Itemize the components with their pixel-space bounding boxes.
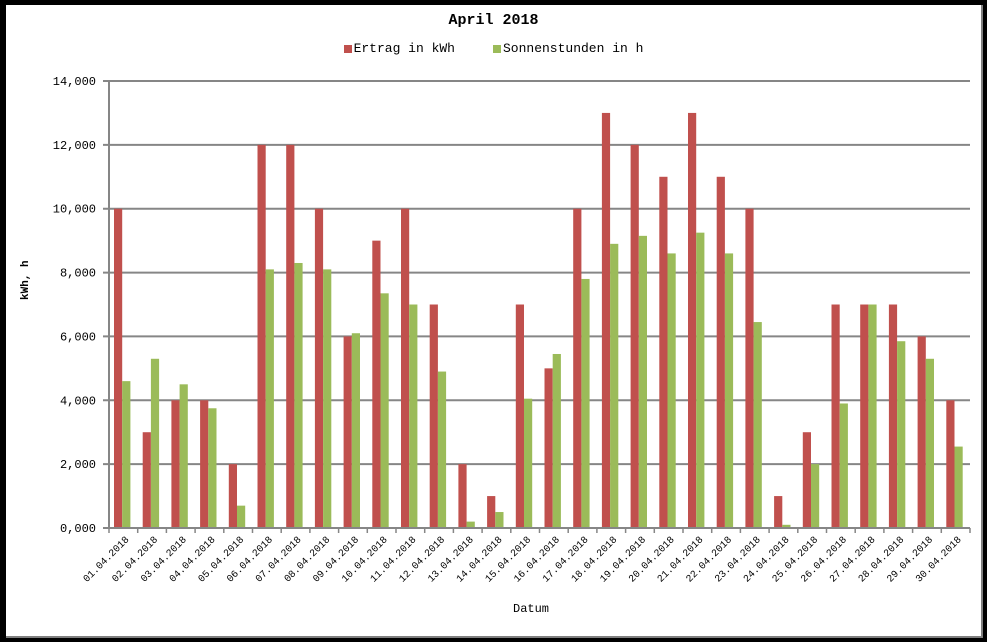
bar-ertrag xyxy=(228,464,237,528)
bar-sonnenstunden xyxy=(753,322,762,528)
bar-ertrag xyxy=(458,464,467,528)
bar-ertrag xyxy=(401,208,410,528)
bar-sonnenstunden xyxy=(581,278,590,528)
bar-sonnenstunden xyxy=(868,304,877,528)
y-tick-label: 4,000 xyxy=(60,394,96,408)
bar-ertrag xyxy=(429,304,438,528)
bar-ertrag xyxy=(888,304,898,528)
bar-sonnenstunden xyxy=(380,293,389,528)
bar-sonnenstunden xyxy=(667,253,676,528)
legend-swatch-green xyxy=(492,44,501,53)
bar-sonnenstunden xyxy=(466,521,475,528)
bar-sonnenstunden xyxy=(437,371,447,528)
bar-sonnenstunden xyxy=(954,446,963,528)
bar-ertrag xyxy=(515,304,524,528)
bar-sonnenstunden xyxy=(179,384,188,528)
bar-ertrag xyxy=(659,176,668,529)
bar-ertrag xyxy=(946,400,955,528)
bar-sonnenstunden xyxy=(351,333,360,528)
legend: Ertrag in kWh Sonnenstunden in h xyxy=(0,41,987,56)
y-tick-label: 10,000 xyxy=(53,203,96,217)
bar-ertrag xyxy=(860,304,869,528)
x-axis-label: Datum xyxy=(513,602,550,616)
bar-ertrag xyxy=(200,400,209,528)
bar-sonnenstunden xyxy=(897,341,906,528)
y-tick-label: 8,000 xyxy=(60,267,96,281)
bar-sonnenstunden xyxy=(552,353,561,528)
bar-ertrag xyxy=(917,336,926,528)
bar-sonnenstunden xyxy=(811,464,820,528)
bar-ertrag xyxy=(831,304,840,528)
legend-label: Sonnenstunden in h xyxy=(502,41,644,56)
bar-sonnenstunden xyxy=(323,269,332,528)
bar-sonnenstunden xyxy=(724,253,734,528)
bar-sonnenstunden xyxy=(925,358,934,528)
chart-title: April 2018 xyxy=(448,12,539,29)
bar-ertrag xyxy=(630,144,639,528)
bar-sonnenstunden xyxy=(208,408,217,528)
legend-label: Ertrag in kWh xyxy=(353,41,455,56)
bar-sonnenstunden xyxy=(610,243,619,529)
legend-swatch-red xyxy=(343,44,352,53)
bar-ertrag xyxy=(688,112,697,528)
bar-ertrag xyxy=(745,208,754,528)
y-tick-label: 0,000 xyxy=(60,522,96,536)
bar-ertrag xyxy=(171,400,180,528)
bar-sonnenstunden xyxy=(638,235,647,528)
bar-ertrag xyxy=(774,496,783,528)
bar-ertrag xyxy=(487,496,496,528)
y-tick-label: 2,000 xyxy=(60,458,96,472)
y-tick-label: 14,000 xyxy=(53,75,96,89)
bar-sonnenstunden xyxy=(524,398,533,528)
bar-ertrag xyxy=(372,240,381,528)
legend-item-sonnenstunden: Sonnenstunden in h xyxy=(492,41,644,56)
bar-ertrag xyxy=(802,432,811,528)
bar-ertrag xyxy=(601,112,611,528)
bar-sonnenstunden xyxy=(237,505,246,528)
bar-ertrag xyxy=(257,144,266,528)
bar-sonnenstunden xyxy=(839,403,848,528)
y-tick-label: 12,000 xyxy=(53,139,96,153)
bar-ertrag xyxy=(573,208,582,528)
y-tick-label: 6,000 xyxy=(60,330,96,344)
bar-sonnenstunden xyxy=(150,358,160,528)
legend-item-ertrag: Ertrag in kWh xyxy=(343,41,455,56)
bar-ertrag xyxy=(314,208,324,528)
bar-ertrag xyxy=(544,368,553,528)
bar-sonnenstunden xyxy=(265,269,274,528)
bar-ertrag xyxy=(286,144,295,528)
bar-ertrag xyxy=(142,432,151,528)
bar-sonnenstunden xyxy=(122,381,131,528)
bar-sonnenstunden xyxy=(409,304,418,528)
bar-sonnenstunden xyxy=(294,262,303,528)
bar-sonnenstunden xyxy=(696,232,705,529)
bar-sonnenstunden xyxy=(495,512,504,528)
bar-ertrag xyxy=(716,176,725,529)
bar-ertrag xyxy=(114,208,123,528)
bar-sonnenstunden xyxy=(782,524,791,528)
bar-ertrag xyxy=(343,336,352,528)
chart-frame xyxy=(6,5,983,638)
